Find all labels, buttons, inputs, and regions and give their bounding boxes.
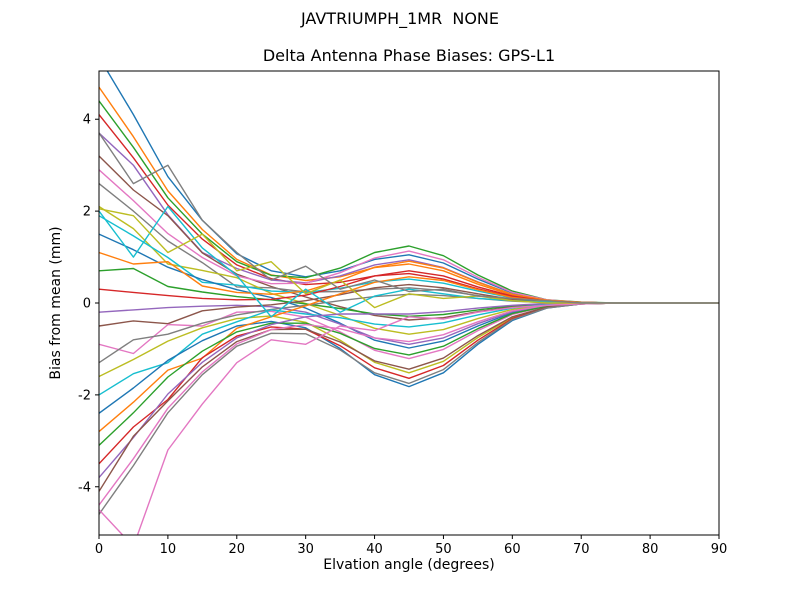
x-tick-label: 0: [95, 542, 103, 557]
series-line: [106, 71, 719, 304]
series-line: [99, 302, 719, 479]
x-tick-label: 50: [435, 542, 452, 557]
y-tick-label: 0: [83, 297, 91, 312]
series-line: [99, 302, 719, 345]
y-tick-label: -4: [78, 480, 91, 495]
x-tick-label: 40: [366, 542, 383, 557]
x-tick-label: 10: [160, 542, 177, 557]
y-tick-label: -2: [78, 388, 91, 403]
x-tick-label: 80: [642, 542, 659, 557]
x-axis-label: Elvation angle (degrees): [323, 557, 495, 573]
axes-box: [98, 70, 720, 536]
series-line: [99, 155, 719, 321]
series-line: [99, 302, 719, 360]
y-axis-label: Bias from mean (mm): [48, 226, 64, 380]
series-line: [99, 132, 719, 304]
x-tick-label: 60: [504, 542, 521, 557]
x-tick-label: 70: [573, 542, 590, 557]
y-tick-label: 2: [83, 205, 91, 220]
x-tick-label: 90: [711, 542, 728, 557]
series-line: [99, 302, 719, 506]
series-line: [99, 302, 719, 446]
series-line: [99, 302, 719, 535]
series-line: [99, 100, 719, 304]
x-tick-label: 20: [229, 542, 246, 557]
x-tick-label: 30: [297, 542, 314, 557]
y-tick-label: 4: [83, 113, 91, 128]
figure-suptitle: JAVTRIUMPH_1MR NONE: [300, 9, 500, 28]
series-line: [99, 293, 719, 364]
axes-title: Delta Antenna Phase Biases: GPS-L1: [262, 46, 556, 65]
